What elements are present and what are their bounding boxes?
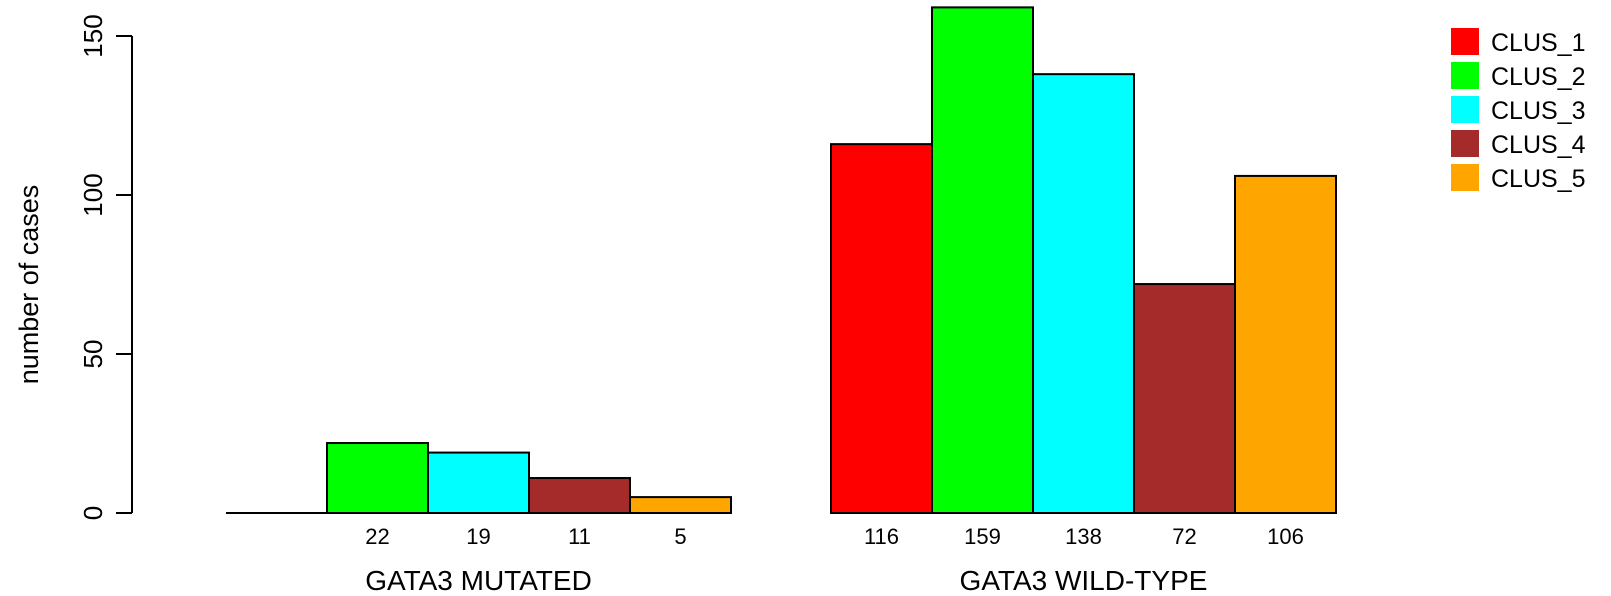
group-label: GATA3 MUTATED [365, 565, 592, 596]
data-label: 106 [1267, 524, 1304, 549]
legend-swatch [1451, 62, 1479, 89]
legend: CLUS_1 CLUS_2 CLUS_3 CLUS_4 CLUS_5 [1451, 28, 1586, 193]
data-label: 19 [466, 524, 490, 549]
y-tick-label: 50 [78, 340, 108, 369]
y-axis: 0 50 100 150 [78, 14, 133, 520]
data-label: 138 [1065, 524, 1102, 549]
bars [226, 6, 1337, 515]
y-tick-label: 0 [78, 506, 108, 520]
legend-label: CLUS_4 [1491, 131, 1586, 159]
y-tick-label: 100 [78, 173, 108, 216]
y-tick-label: 150 [78, 14, 108, 57]
bar-clus-3 [1032, 73, 1135, 514]
data-label: 11 [568, 524, 591, 549]
data-label: 22 [365, 524, 389, 549]
data-label: 72 [1172, 524, 1196, 549]
legend-swatch [1451, 96, 1479, 123]
bar-clus-3 [427, 451, 530, 514]
legend-label: CLUS_3 [1491, 97, 1586, 125]
data-label: 5 [674, 524, 686, 549]
bar-clus-4 [1133, 283, 1236, 515]
legend-swatch [1451, 130, 1479, 157]
data-label: 116 [864, 524, 899, 549]
bar-clus-5 [629, 496, 732, 515]
bar-clus-5 [1234, 174, 1337, 514]
bar-clus-1 [830, 143, 933, 514]
legend-label: CLUS_1 [1491, 29, 1586, 57]
legend-swatch [1451, 164, 1479, 191]
legend-label: CLUS_5 [1491, 165, 1586, 193]
y-axis-label: number of cases [14, 185, 44, 385]
bar-clus-4 [528, 477, 631, 514]
data-labels: 22 19 11 5 GATA3 MUTATED 116 159 138 72 106 GATA3 … [365, 524, 1304, 596]
data-label: 159 [964, 524, 1001, 549]
bar-clus-2 [931, 6, 1034, 514]
bar-clus-2 [326, 442, 429, 515]
legend-label: CLUS_2 [1491, 63, 1586, 91]
group-label: GATA3 WILD-TYPE [960, 565, 1208, 596]
legend-swatch [1451, 28, 1479, 55]
